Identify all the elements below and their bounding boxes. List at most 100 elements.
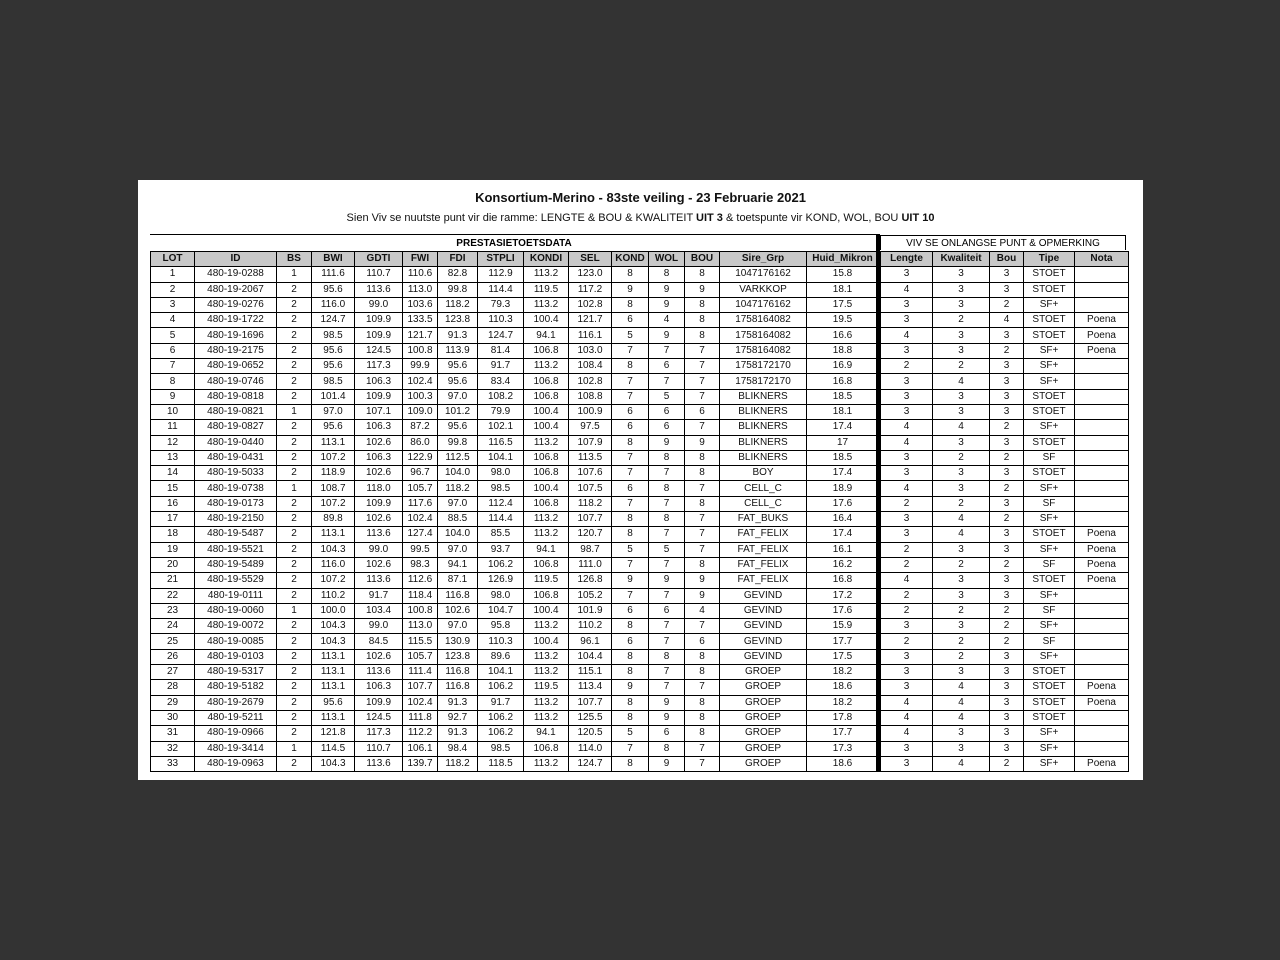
table-cell: 2 [932, 449, 990, 467]
table-row: 4 4 3 STOET Poena [880, 694, 1129, 711]
table-cell: 7 [611, 373, 649, 390]
table-row: 25 480-19-0085 2 104.3 84.5 115.5 130.9 110.3 10… [150, 633, 879, 650]
table-cell: 106.2 [477, 725, 524, 742]
group-header-viv: VIV SE ONLANGSE PUNT & OPMERKING [880, 235, 1126, 250]
table-cell: 109.9 [354, 694, 403, 711]
table-cell: 116.5 [477, 434, 524, 451]
table-cell: 3 [932, 403, 990, 421]
table-cell: 16.8 [806, 373, 879, 390]
table-cell: 95.6 [311, 358, 355, 375]
table-cell: 2 [989, 419, 1024, 436]
table-cell: 97.5 [568, 419, 612, 436]
table-cell: 2 [276, 587, 312, 604]
table-row: 21 480-19-5529 2 107.2 113.6 112.6 87.1 126.9 11… [150, 572, 879, 589]
table-cell: 480-19-0821 [194, 403, 277, 421]
table-cell: 113.9 [437, 342, 478, 360]
table-cell: 2 [932, 602, 990, 620]
table-cell: 130.9 [437, 633, 478, 650]
table-cell: 4 [880, 694, 933, 711]
table-cell: 480-19-0111 [194, 587, 277, 604]
table-cell: 4 [880, 434, 933, 451]
table-cell: 124.7 [477, 327, 524, 344]
table-cell: 95.6 [437, 358, 478, 375]
table-cell: 3 [880, 526, 933, 543]
table-cell: 480-19-2067 [194, 281, 277, 298]
table-row: 3 2 4 STOET Poena [880, 312, 1129, 329]
table-cell: 113.2 [523, 648, 569, 666]
table-cell: 12 [150, 434, 195, 451]
table-cell: 118.9 [311, 465, 355, 482]
table-cell: 9 [684, 587, 720, 604]
table-cell: 3 [989, 388, 1024, 405]
table-cell [1074, 618, 1129, 635]
table-cell: STOET [1023, 388, 1075, 405]
table-cell: 79.9 [477, 403, 524, 421]
table-cell: 8 [611, 266, 649, 283]
table-cell: 480-19-0746 [194, 373, 277, 390]
table-cell: 3 [880, 465, 933, 482]
table-cell: 107.9 [568, 434, 612, 451]
subtitle-bold: UIT 3 [696, 212, 723, 224]
table-cell: 111.4 [402, 664, 438, 681]
table-cell: SF [1023, 556, 1075, 574]
table-cell: 121.7 [402, 327, 438, 344]
table-cell: 1 [276, 266, 312, 283]
table-row: 10 480-19-0821 1 97.0 107.1 109.0 101.2 79.9 100… [150, 403, 879, 421]
table-cell: 2 [989, 618, 1024, 635]
table-cell: 100.8 [402, 342, 438, 360]
table-cell: 102.1 [477, 419, 524, 436]
table-cell: 97.0 [437, 495, 478, 513]
table-cell: 30 [150, 709, 195, 727]
table-cell: 2 [276, 694, 312, 711]
table-cell: STOET [1023, 572, 1075, 589]
table-row: 3 480-19-0276 2 116.0 99.0 103.6 118.2 79.3 113.… [150, 296, 879, 314]
table-cell: STOET [1023, 709, 1075, 727]
table-row: 9 480-19-0818 2 101.4 109.9 100.3 97.0 108.2 106… [150, 388, 879, 405]
table-cell: 81.4 [477, 342, 524, 360]
table-cell: 17.4 [806, 526, 879, 543]
table-cell: 4 [880, 327, 933, 344]
table-cell: 4 [932, 526, 990, 543]
table-cell: 5 [648, 388, 685, 405]
table-cell: SF+ [1023, 740, 1075, 757]
table-cell: GROEP [719, 755, 807, 773]
table-cell: 6 [611, 480, 649, 497]
table-cell: 102.6 [354, 511, 403, 528]
table-cell: CELL_C [719, 495, 807, 513]
table-cell: 111.0 [568, 556, 612, 574]
table-cell: 480-19-0060 [194, 602, 277, 620]
table-cell: 2 [880, 587, 933, 604]
table-cell: 18.8 [806, 342, 879, 360]
table-cell: 110.2 [311, 587, 355, 604]
table-cell: 7 [684, 740, 720, 757]
table-cell: 2 [989, 511, 1024, 528]
table-cell: 23 [150, 602, 195, 620]
table-cell: 100.3 [402, 388, 438, 405]
table-cell: 8 [684, 495, 720, 513]
table-cell: 6 [648, 602, 685, 620]
table-cell: 118.4 [402, 587, 438, 604]
table-cell: 8 [648, 480, 685, 497]
table-row: 4 3 3 STOET [880, 434, 1129, 451]
table-cell: 10 [150, 403, 195, 421]
table-cell: 102.4 [402, 511, 438, 528]
table-cell: 4 [150, 312, 195, 329]
table-cell: 98.0 [477, 465, 524, 482]
table-cell: 118.2 [437, 480, 478, 497]
table-row: 2 2 3 SF+ [880, 358, 1129, 375]
table-cell: 113.2 [523, 511, 569, 528]
table-row: 3 3 3 STOET [880, 266, 1129, 283]
table-row: 4 4 3 STOET [880, 709, 1129, 727]
table-cell: 4 [684, 602, 720, 620]
table-cell: 6 [611, 403, 649, 421]
table-cell: 8 [611, 755, 649, 773]
column-header: KOND [611, 250, 649, 268]
table-cell: 7 [684, 618, 720, 635]
table-cell: 7 [648, 342, 685, 360]
column-header: BWI [311, 250, 355, 268]
table-cell: 99.5 [402, 541, 438, 558]
table-cell: 95.6 [437, 419, 478, 436]
table-cell: 16.6 [806, 327, 879, 344]
table-cell: 7 [611, 587, 649, 604]
table-cell: 106.8 [523, 556, 569, 574]
